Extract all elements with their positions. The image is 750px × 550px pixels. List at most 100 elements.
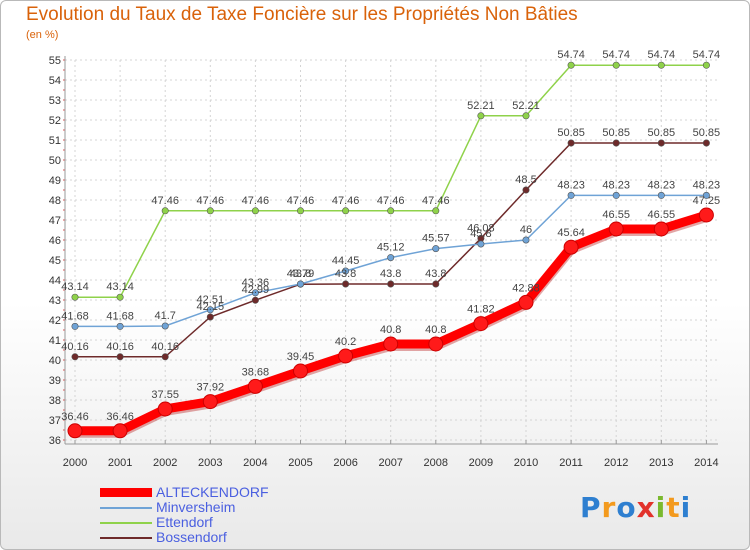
data-label: 47.46	[287, 195, 315, 207]
data-label: 42.88	[512, 282, 540, 294]
data-point	[161, 207, 169, 215]
logo-letter: i	[680, 491, 692, 524]
data-label: 41.68	[106, 310, 134, 322]
y-tick-label: 52	[49, 115, 61, 127]
series-minversheim	[71, 191, 710, 330]
x-tick-label: 2012	[604, 457, 628, 469]
data-label: 54.74	[693, 49, 721, 61]
data-label: 47.25	[693, 195, 721, 207]
y-tick-label: 42	[49, 315, 61, 327]
data-point	[567, 61, 575, 69]
logo-letter: i	[655, 491, 667, 524]
y-tick-label: 53	[49, 95, 61, 107]
data-label: 43.14	[106, 281, 134, 293]
data-point	[477, 112, 485, 120]
y-tick-label: 46	[49, 235, 61, 247]
data-label: 46.08	[467, 222, 495, 234]
x-tick-label: 2014	[694, 457, 718, 469]
legend-label: ALTECKENDORF	[156, 484, 269, 500]
data-label: 40.16	[61, 341, 89, 353]
logo-letter: P	[580, 491, 602, 524]
data-point	[157, 401, 173, 417]
data-label: 41.82	[467, 304, 495, 316]
x-tick-label: 2000	[63, 457, 87, 469]
data-point	[653, 221, 669, 237]
data-label: 48.23	[693, 179, 721, 191]
data-point	[116, 322, 124, 330]
data-label: 43.36	[242, 277, 270, 289]
data-label: 46.55	[602, 209, 630, 221]
x-tick-label: 2002	[153, 457, 177, 469]
y-tick-label: 37	[49, 415, 61, 427]
data-point	[428, 336, 444, 352]
data-point	[206, 313, 214, 321]
data-point	[477, 240, 485, 248]
legend-item: Bossendorf	[100, 530, 360, 545]
data-labels: 43.14 43.14 47.46 47.46 47.46 47.46 47.46 47.46…	[61, 49, 720, 423]
data-point	[432, 280, 440, 288]
y-tick-label: 38	[49, 395, 61, 407]
data-point	[251, 289, 259, 297]
data-point	[251, 296, 259, 304]
y-tick-label: 41	[49, 335, 61, 347]
data-label: 47.46	[151, 195, 179, 207]
data-label: 40.8	[380, 324, 401, 336]
data-label: 43.8	[290, 268, 311, 280]
data-point	[251, 207, 259, 215]
data-point	[657, 191, 665, 199]
y-tick-label: 50	[49, 155, 61, 167]
logo-letter: r	[601, 491, 617, 524]
data-label: 47.46	[197, 195, 225, 207]
data-point	[296, 207, 304, 215]
legend-swatch	[100, 537, 152, 539]
data-point	[387, 280, 395, 288]
legend-swatch	[100, 488, 152, 497]
data-point	[293, 363, 308, 379]
data-label: 42.15	[197, 301, 225, 313]
chart-title: Evolution du Taux de Taxe Foncière sur l…	[26, 4, 578, 25]
data-label: 54.74	[557, 49, 585, 61]
x-tick-label: 2006	[333, 457, 357, 469]
data-point	[698, 207, 714, 223]
data-point	[432, 207, 440, 215]
y-tick-label: 36	[49, 435, 61, 447]
data-label: 42.51	[197, 294, 225, 306]
data-point	[161, 322, 169, 330]
x-tick-label: 2013	[649, 457, 673, 469]
legend-swatch	[100, 507, 152, 509]
data-point	[342, 267, 350, 275]
legend-item: ALTECKENDORF	[100, 485, 360, 500]
data-point	[563, 239, 579, 255]
x-tick-label: 2011	[559, 457, 583, 469]
data-label: 48.23	[648, 179, 676, 191]
data-point	[702, 139, 710, 147]
data-point	[473, 316, 489, 332]
data-point	[567, 191, 575, 199]
data-point	[71, 353, 79, 361]
data-label: 46.55	[648, 209, 676, 221]
x-tick-label: 2010	[514, 457, 538, 469]
data-point	[338, 348, 354, 364]
legend-item: Ettendorf	[100, 515, 360, 530]
data-point	[161, 353, 169, 361]
y-tick-label: 48	[49, 195, 61, 207]
data-point	[71, 322, 79, 330]
data-label: 52.21	[512, 100, 540, 112]
data-label: 45.8	[470, 228, 491, 240]
y-tick-label: 40	[49, 355, 61, 367]
x-tick-label: 2001	[108, 457, 132, 469]
data-point	[202, 394, 218, 410]
data-label: 43.14	[61, 281, 89, 293]
data-label: 40.2	[335, 336, 356, 348]
data-point	[247, 378, 263, 394]
data-point	[116, 353, 124, 361]
data-label: 48.23	[602, 179, 630, 191]
y-axis-unit: (en %)	[26, 29, 59, 41]
x-tick-label: 2009	[469, 457, 493, 469]
x-tick-label: 2005	[288, 457, 312, 469]
data-point	[657, 139, 665, 147]
data-label: 47.46	[377, 195, 405, 207]
data-label: 37.55	[151, 389, 179, 401]
